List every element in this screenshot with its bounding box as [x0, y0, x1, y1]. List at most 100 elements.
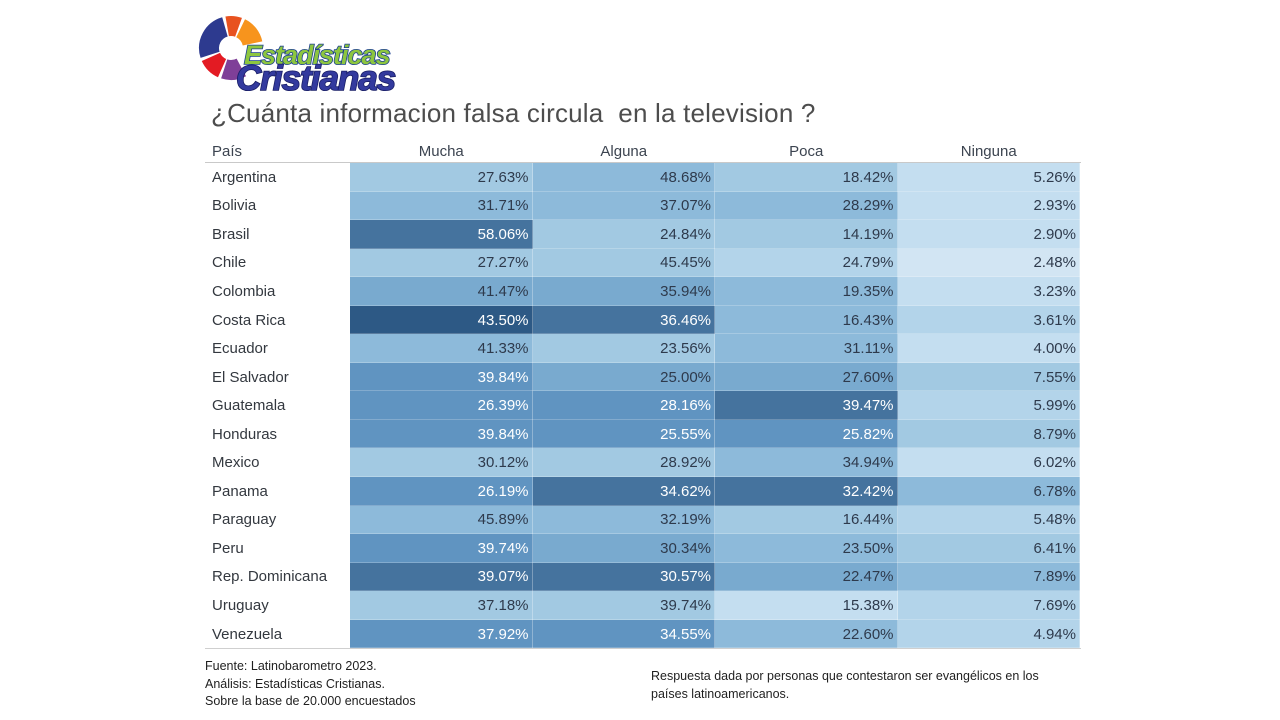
value-cell[interactable]: 37.07% — [532, 191, 715, 221]
country-label[interactable]: Mexico — [205, 448, 350, 478]
value-cell[interactable]: 27.27% — [350, 248, 533, 278]
value-cell[interactable]: 39.84% — [350, 362, 533, 392]
value-cell[interactable]: 30.12% — [350, 448, 533, 478]
value-cell[interactable]: 26.39% — [350, 391, 533, 420]
column-header-poca[interactable]: Poca — [789, 143, 824, 160]
column-header-alguna[interactable]: Alguna — [600, 143, 648, 160]
value-cell[interactable]: 15.38% — [715, 591, 898, 620]
country-label[interactable]: Peru — [205, 534, 350, 563]
country-label[interactable]: Chile — [205, 248, 350, 278]
value-cell[interactable]: 39.84% — [350, 419, 533, 449]
value-cell[interactable]: 39.74% — [350, 534, 533, 563]
table-row: Uruguay 37.18% 39.74% 15.38% 7.69% — [205, 591, 1081, 620]
value-cell[interactable]: 5.99% — [897, 391, 1080, 420]
value-cell[interactable]: 2.93% — [897, 191, 1080, 221]
value-cell[interactable]: 7.69% — [897, 591, 1080, 620]
value-cell[interactable]: 4.00% — [897, 334, 1080, 363]
value-cell[interactable]: 32.42% — [715, 477, 898, 506]
value-cell[interactable]: 2.90% — [897, 220, 1080, 249]
value-cell[interactable]: 26.19% — [350, 477, 533, 506]
footnote-source-line: Fuente: Latinobarometro 2023. — [205, 659, 377, 673]
value-cell[interactable]: 6.41% — [897, 534, 1080, 563]
country-label[interactable]: Ecuador — [205, 334, 350, 363]
value-cell[interactable]: 3.23% — [897, 277, 1080, 306]
country-label[interactable]: Bolivia — [205, 191, 350, 221]
value-cell[interactable]: 36.46% — [532, 305, 715, 335]
value-cell[interactable]: 27.60% — [715, 362, 898, 392]
value-cell[interactable]: 45.89% — [350, 505, 533, 535]
value-cell[interactable]: 34.62% — [532, 477, 715, 506]
value-cell[interactable]: 45.45% — [532, 248, 715, 278]
wheel-segment-red — [201, 52, 227, 78]
value-cell[interactable]: 3.61% — [897, 305, 1080, 335]
value-cell[interactable]: 25.55% — [532, 419, 715, 449]
value-cell[interactable]: 24.84% — [532, 220, 715, 249]
value-cell[interactable]: 16.44% — [715, 505, 898, 535]
value-cell[interactable]: 25.00% — [532, 362, 715, 392]
value-cell[interactable]: 23.50% — [715, 534, 898, 563]
table-row: Ecuador 41.33% 23.56% 31.11% 4.00% — [205, 334, 1081, 363]
value-cell[interactable]: 23.56% — [532, 334, 715, 363]
value-cell[interactable]: 31.71% — [350, 191, 533, 221]
value-cell[interactable]: 5.26% — [897, 163, 1080, 192]
page-title: ¿Cuánta informacion falsa circula en la … — [211, 98, 816, 128]
value-cell[interactable]: 7.89% — [897, 562, 1080, 592]
value-cell[interactable]: 7.55% — [897, 362, 1080, 392]
country-label[interactable]: Honduras — [205, 419, 350, 449]
value-cell[interactable]: 39.47% — [715, 391, 898, 420]
value-cell[interactable]: 34.94% — [715, 448, 898, 478]
value-cell[interactable]: 34.55% — [532, 619, 715, 649]
value-cell[interactable]: 43.50% — [350, 305, 533, 335]
column-header-pais[interactable]: País — [212, 143, 243, 160]
value-cell[interactable]: 2.48% — [897, 248, 1080, 278]
footnote-base-line: Sobre la base de 20.000 encuestados — [205, 694, 416, 708]
value-cell[interactable]: 4.94% — [897, 619, 1080, 649]
value-cell[interactable]: 6.78% — [897, 477, 1080, 506]
logo-text-estadisticas: Estadísticas — [244, 40, 391, 70]
value-cell[interactable]: 28.29% — [715, 191, 898, 221]
value-cell[interactable]: 41.33% — [350, 334, 533, 363]
value-cell[interactable]: 27.63% — [350, 163, 533, 192]
value-cell[interactable]: 41.47% — [350, 277, 533, 306]
value-cell[interactable]: 37.18% — [350, 591, 533, 620]
value-cell[interactable]: 39.07% — [350, 562, 533, 592]
table-header-row: País Mucha Alguna Poca Ninguna — [205, 138, 1081, 163]
table-row: Mexico 30.12% 28.92% 34.94% 6.02% — [205, 448, 1081, 478]
value-cell[interactable]: 19.35% — [715, 277, 898, 306]
value-cell[interactable]: 22.47% — [715, 562, 898, 592]
value-cell[interactable]: 30.57% — [532, 562, 715, 592]
value-cell[interactable]: 5.48% — [897, 505, 1080, 535]
country-label[interactable]: Panama — [205, 477, 350, 506]
country-label[interactable]: Costa Rica — [205, 305, 350, 335]
value-cell[interactable]: 18.42% — [715, 163, 898, 192]
country-label[interactable]: Guatemala — [205, 391, 350, 420]
table-body: Argentina 27.63% 48.68% 18.42% 5.26% Bolivia 3… — [205, 163, 1081, 650]
column-header-mucha[interactable]: Mucha — [418, 143, 464, 160]
value-cell[interactable]: 28.92% — [532, 448, 715, 478]
country-label[interactable]: Brasil — [205, 220, 350, 249]
value-cell[interactable]: 8.79% — [897, 419, 1080, 449]
value-cell[interactable]: 24.79% — [715, 248, 898, 278]
value-cell[interactable]: 58.06% — [350, 220, 533, 249]
value-cell[interactable]: 22.60% — [715, 619, 898, 649]
value-cell[interactable]: 6.02% — [897, 448, 1080, 478]
country-label[interactable]: El Salvador — [205, 362, 350, 392]
value-cell[interactable]: 30.34% — [532, 534, 715, 563]
value-cell[interactable]: 39.74% — [532, 591, 715, 620]
value-cell[interactable]: 14.19% — [715, 220, 898, 249]
value-cell[interactable]: 31.11% — [715, 334, 898, 363]
value-cell[interactable]: 48.68% — [532, 163, 715, 192]
value-cell[interactable]: 16.43% — [715, 305, 898, 335]
column-header-ninguna[interactable]: Ninguna — [960, 143, 1017, 160]
country-label[interactable]: Paraguay — [205, 505, 350, 535]
country-label[interactable]: Colombia — [205, 277, 350, 306]
value-cell[interactable]: 32.19% — [532, 505, 715, 535]
value-cell[interactable]: 28.16% — [532, 391, 715, 420]
value-cell[interactable]: 25.82% — [715, 419, 898, 449]
country-label[interactable]: Argentina — [205, 163, 350, 192]
value-cell[interactable]: 37.92% — [350, 619, 533, 649]
country-label[interactable]: Rep. Dominicana — [205, 562, 350, 592]
country-label[interactable]: Uruguay — [205, 591, 350, 620]
value-cell[interactable]: 35.94% — [532, 277, 715, 306]
country-label[interactable]: Venezuela — [205, 619, 350, 649]
